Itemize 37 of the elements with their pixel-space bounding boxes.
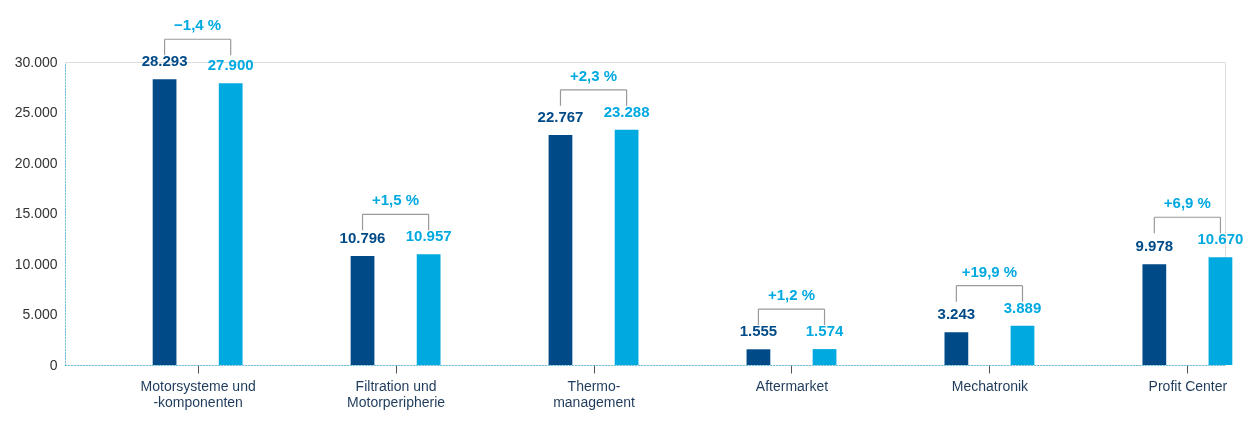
bar <box>548 135 573 365</box>
y-tick-label: 20.000 <box>14 154 58 171</box>
x-tick-label: Motorsysteme und -komponenten <box>140 377 256 410</box>
y-tick-label: 10.000 <box>14 255 58 272</box>
data-label: 28.293 <box>141 52 188 70</box>
data-label: 10.796 <box>339 228 386 246</box>
x-tick-label: Thermo- management <box>553 377 635 410</box>
data-label: 27.900 <box>207 56 254 74</box>
annotation: +6,9 % <box>1163 194 1211 212</box>
x-tick-label: Profit Center <box>1148 377 1228 394</box>
x-tick-label: Aftermarket <box>755 377 829 394</box>
bar <box>152 79 177 365</box>
data-label: 22.767 <box>537 108 584 126</box>
x-tick-label: Mechatronik <box>951 377 1030 394</box>
annotation: +1,5 % <box>372 191 420 209</box>
bar <box>350 255 375 365</box>
y-tick-label: 25.000 <box>14 104 58 120</box>
y-tick-label: 5.000 <box>22 306 58 322</box>
data-label: 3.889 <box>1003 298 1042 316</box>
bar <box>746 349 771 365</box>
data-label: 1.555 <box>739 322 778 340</box>
annotation: +2,3 % <box>569 66 618 84</box>
y-tick-label: 0 <box>49 356 58 373</box>
data-label: 9.978 <box>1135 237 1174 255</box>
y-tick-label: 15.000 <box>14 205 58 221</box>
annotation: +1,2 % <box>767 286 816 304</box>
data-label: 10.670 <box>1197 230 1244 248</box>
data-label: 1.574 <box>805 322 844 340</box>
bar <box>944 332 969 365</box>
data-label: 3.243 <box>937 305 976 323</box>
x-tick-label: Filtration und Motorperipherie <box>347 377 446 410</box>
data-label: 23.288 <box>603 102 650 120</box>
data-label: 10.957 <box>405 227 452 245</box>
annotation: +19,9 % <box>961 262 1018 280</box>
bar <box>1142 264 1167 365</box>
y-tick-label: 30.000 <box>14 53 58 70</box>
text: −1,4 % <box>174 16 222 34</box>
